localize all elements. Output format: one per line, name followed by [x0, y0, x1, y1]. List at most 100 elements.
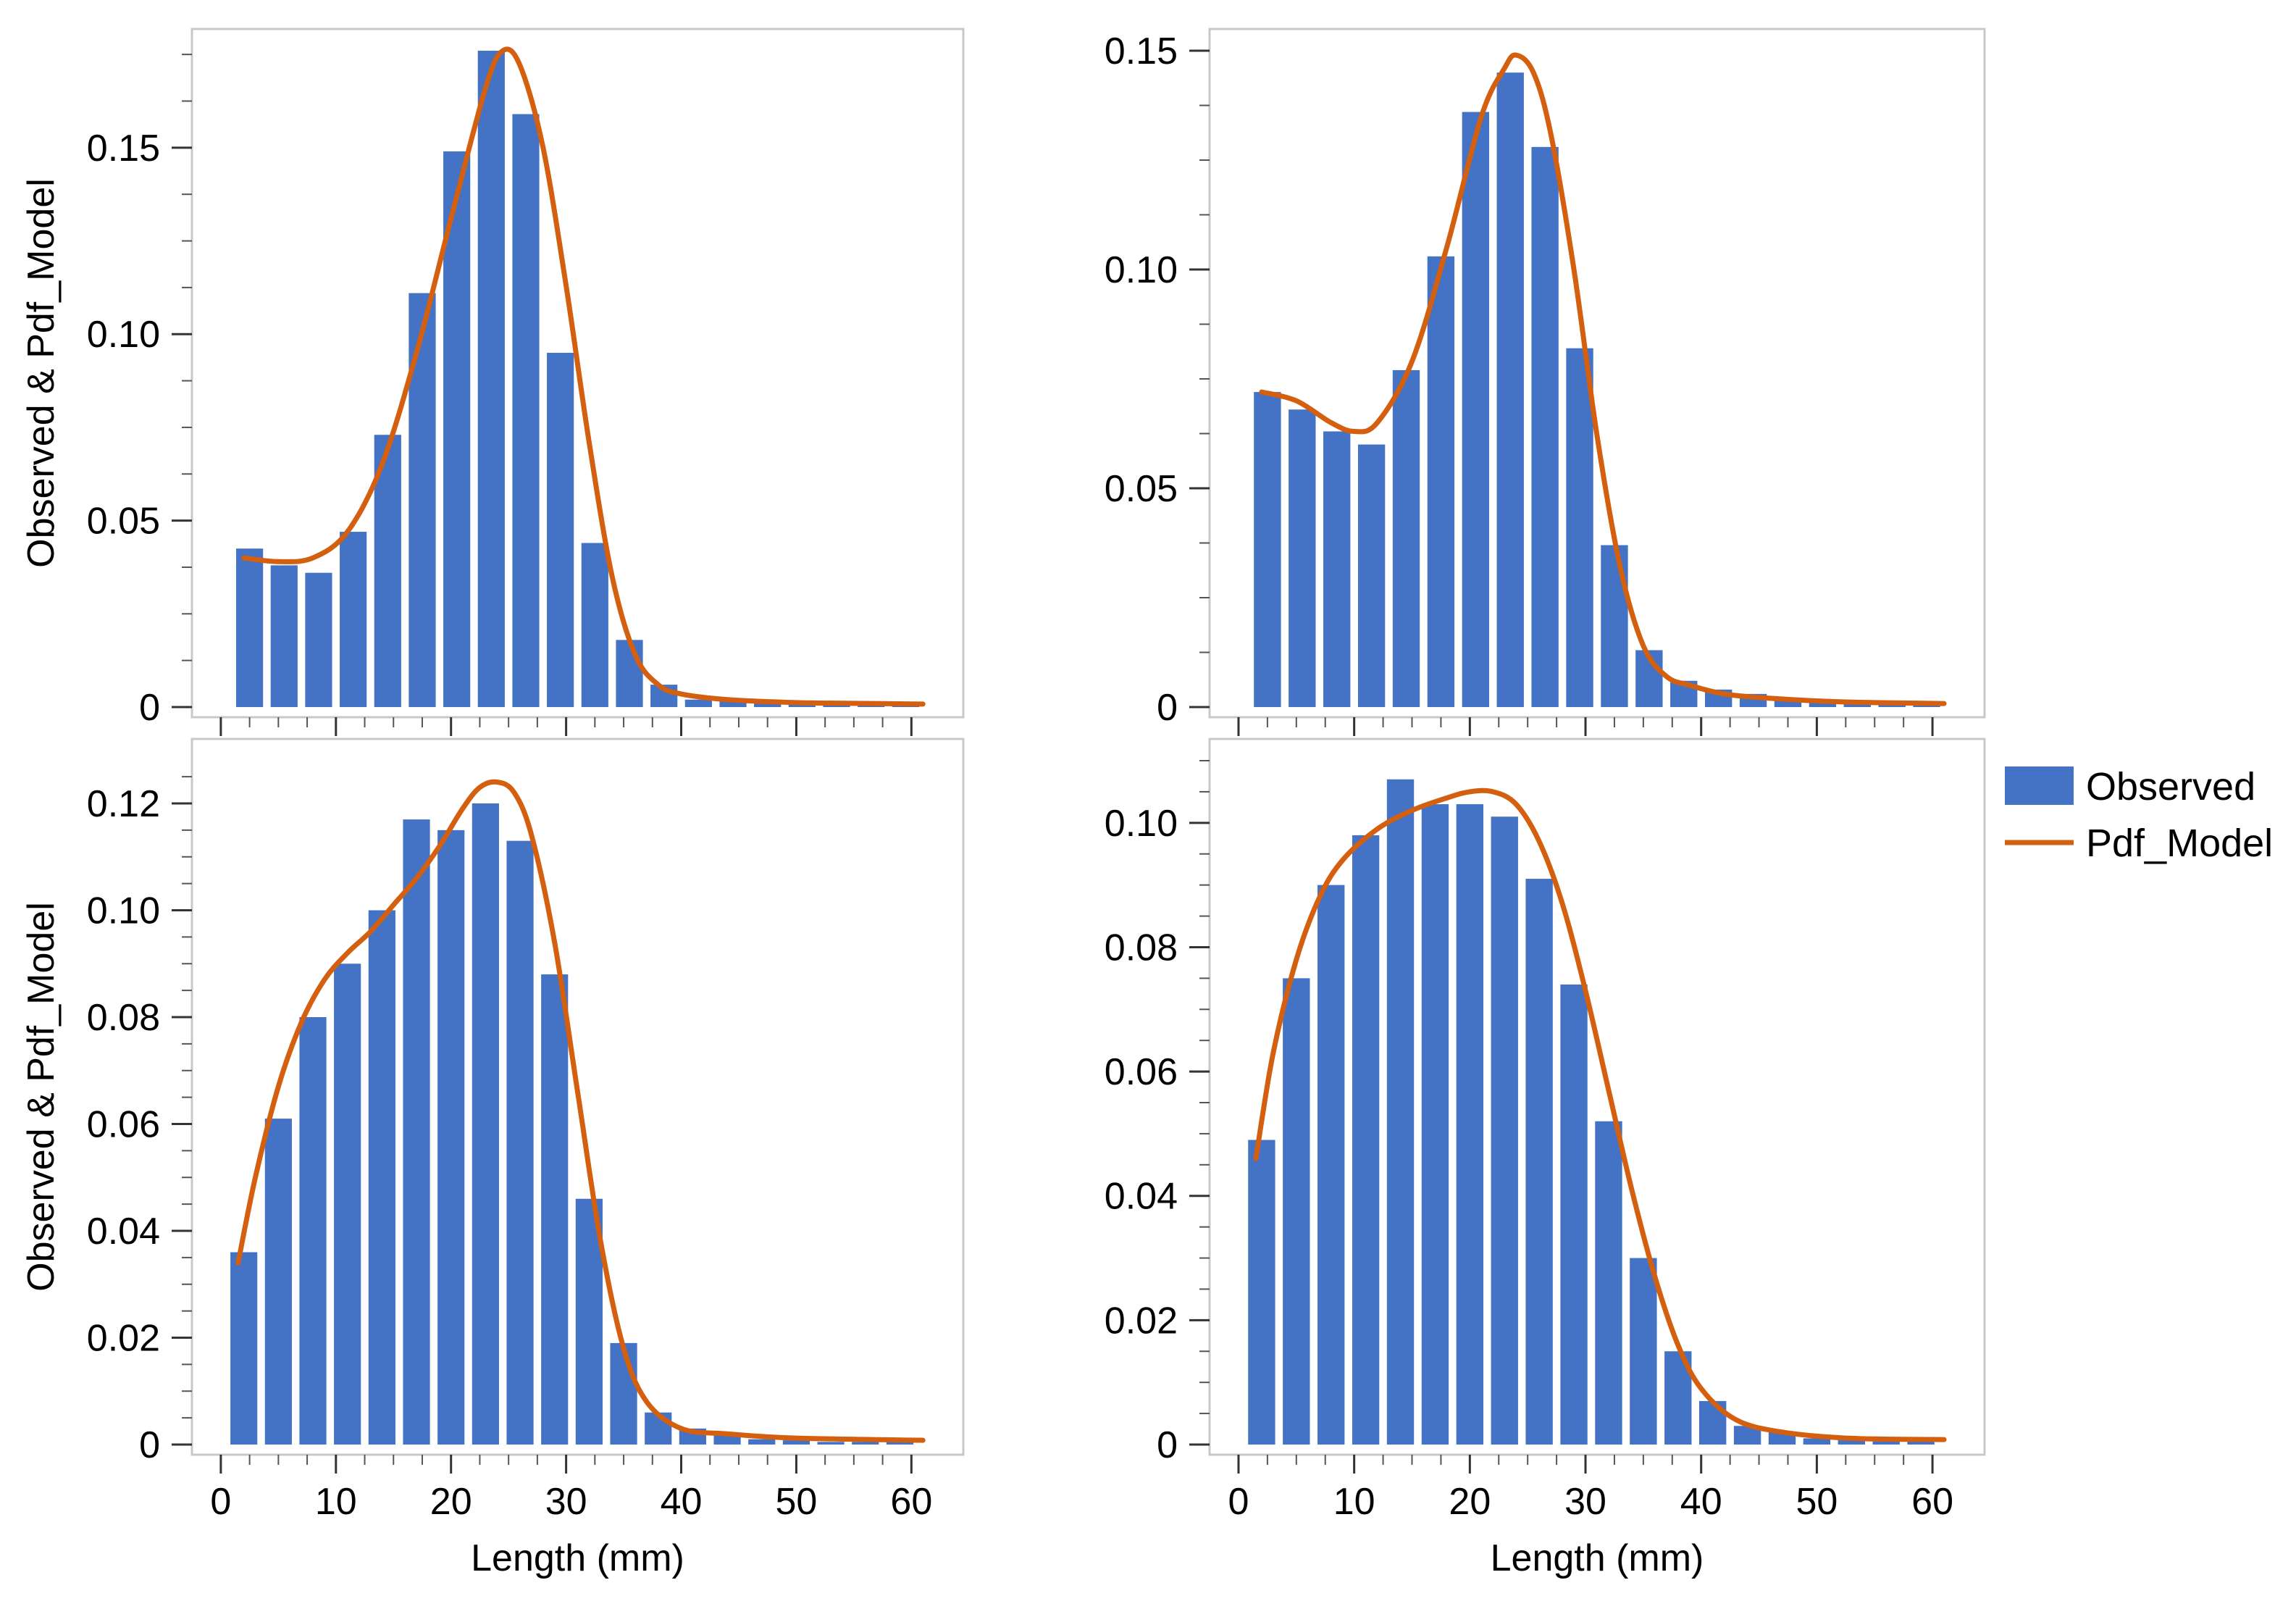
bar-observed [1456, 804, 1484, 1445]
bar-observed [581, 543, 608, 707]
bar-observed [1289, 409, 1316, 707]
bar-observed [852, 1442, 879, 1445]
bar-observed [1283, 978, 1310, 1445]
bar-observed [1595, 1121, 1622, 1445]
bar-observed [1809, 702, 1837, 707]
bar-observed [506, 840, 534, 1445]
bar-observed [236, 548, 264, 707]
x-tick-label: 40 [661, 1481, 703, 1523]
x-tick-label: 50 [776, 1481, 818, 1523]
bar-observed [305, 572, 332, 707]
line-pdf-model [235, 779, 926, 1443]
bar-observed [1525, 879, 1553, 1445]
x-tick-label: 0 [210, 1481, 231, 1523]
bar-observed [817, 1442, 845, 1445]
chart-bottom-left: 0 0.02 0.04 0.06 0.08 0.10 0.12 0 10 20 30 40 50 60 Ob… [20, 737, 965, 1579]
bar-observed [472, 803, 499, 1445]
x-tick-label: 60 [1911, 1481, 1953, 1523]
bar-observed [1566, 348, 1593, 707]
x-tick-label: 10 [315, 1481, 357, 1523]
bar-observed [748, 1439, 776, 1445]
bar-observed [782, 1440, 810, 1445]
chart-bottom-right: 0 0.02 0.04 0.06 0.08 0.10 0 10 20 30 40 50 60 Length… [1105, 737, 1986, 1579]
bar-observed [547, 352, 574, 707]
bar-observed [1878, 704, 1906, 707]
bar-observed [719, 701, 747, 707]
x-tick-label: 50 [1796, 1481, 1838, 1523]
bar-observed [1560, 984, 1588, 1445]
bar-observed [886, 1442, 914, 1445]
line-pdf-model [241, 46, 926, 707]
bar-observed [1496, 72, 1524, 707]
x-tick-label: 60 [890, 1481, 932, 1523]
bar-observed [299, 1017, 327, 1445]
y-tick-label: 0.10 [87, 890, 160, 932]
bar-observed [1254, 392, 1281, 707]
bar-observed [408, 293, 436, 707]
legend-label-observed: Observed [2086, 765, 2255, 808]
bar-observed [858, 705, 885, 707]
y-tick-label: 0.02 [87, 1318, 160, 1360]
charts: 0 0.05 0.10 0.15 Observed & Pdf_Model 0 0.05 0.… [20, 28, 1986, 1579]
y-tick-label: 0.12 [87, 783, 160, 825]
y-tick-label: 0 [139, 1424, 160, 1466]
y-tick-label: 0.02 [1105, 1300, 1178, 1342]
y-tick-label: 0 [1157, 1424, 1178, 1466]
line-pdf-model [1259, 52, 1947, 706]
bar-observed [788, 703, 816, 707]
y-tick-label: 0.10 [1105, 249, 1178, 291]
y-tick-label: 0.06 [1105, 1051, 1178, 1093]
bar-observed [270, 565, 298, 707]
x-tick-label: 0 [1228, 1481, 1249, 1523]
y-tick-label: 0.05 [1105, 468, 1178, 510]
bar-observed [1392, 369, 1420, 707]
bar-observed [1531, 146, 1559, 707]
x-tick-label: 30 [545, 1481, 587, 1523]
bar-observed [1421, 804, 1449, 1445]
y-tick-label: 0.10 [87, 314, 160, 356]
bar-observed [477, 51, 505, 707]
bar-observed [403, 819, 430, 1445]
y-tick-label: 0.04 [1105, 1176, 1178, 1218]
y-tick-label: 0.08 [87, 997, 160, 1039]
y-axis-label: Observed & Pdf_Model [20, 902, 62, 1292]
chart-top-left: 0 0.05 0.10 0.15 Observed & Pdf_Model [20, 28, 965, 736]
bar-observed [1386, 779, 1415, 1445]
x-tick-label: 20 [430, 1481, 472, 1523]
bar-observed [340, 532, 367, 707]
bar-observed [1907, 1441, 1935, 1445]
y-tick-label: 0.05 [87, 501, 160, 543]
bar-observed [541, 974, 569, 1445]
y-axis-label: Observed & Pdf_Model [20, 178, 62, 568]
bar-observed [1317, 885, 1345, 1445]
y-tick-label: 0.15 [87, 128, 160, 170]
bar-observed [368, 910, 395, 1445]
bar-observed [1838, 1438, 1865, 1445]
bar-observed [512, 114, 540, 708]
bar-observed [1427, 256, 1455, 707]
x-axis-label: Length (mm) [471, 1537, 684, 1579]
bar-observed [1630, 1258, 1657, 1445]
bar-observed [1491, 816, 1518, 1445]
bar-observed [334, 964, 361, 1445]
bar-observed [1462, 112, 1490, 707]
bar-observed [610, 1342, 637, 1445]
bar-observed [1601, 545, 1628, 707]
y-tick-label: 0.04 [87, 1211, 160, 1253]
bar-observed [264, 1119, 292, 1445]
x-tick-label: 40 [1680, 1481, 1722, 1523]
y-tick-label: 0.10 [1105, 803, 1178, 845]
y-tick-label: 0.08 [1105, 927, 1178, 969]
x-axis-label: Length (mm) [1491, 1537, 1704, 1579]
bar-observed [437, 829, 465, 1445]
bar-observed [1248, 1140, 1275, 1445]
bar-observed [1913, 704, 1940, 707]
bar-observed [1352, 835, 1380, 1445]
y-tick-label: 0.15 [1105, 30, 1178, 72]
x-tick-label: 20 [1449, 1481, 1491, 1523]
line-pdf-model [1253, 787, 1947, 1442]
bar-observed [1803, 1438, 1831, 1445]
bar-observed [374, 435, 401, 707]
y-tick-label: 0 [1157, 687, 1178, 729]
